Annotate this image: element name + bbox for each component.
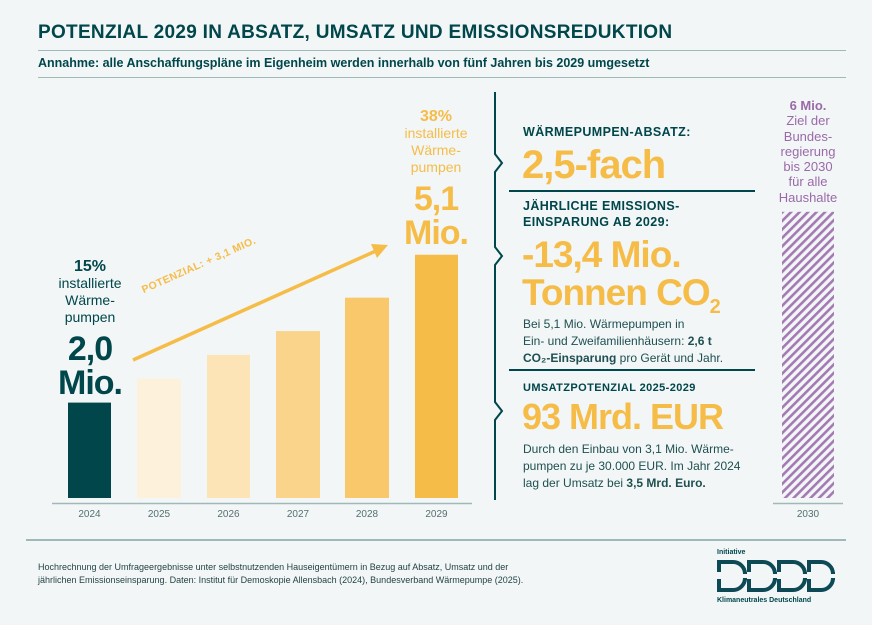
logo-bottom-text: Klimaneutrales Deutschland — [717, 597, 812, 604]
subtitle: Annahme: alle Anschaffungspläne im Eigen… — [38, 56, 650, 70]
body-line: Bei 5,1 Mio. Wärmepumpen in — [523, 317, 685, 331]
body-bold: 3,5 Mrd. Euro. — [626, 476, 706, 490]
x-tick-label: 2024 — [78, 509, 101, 520]
target-text: Haushalte — [778, 189, 838, 205]
bracket — [494, 92, 504, 500]
end-text: pumpen — [410, 159, 462, 175]
umsatz-value: 93 Mrd. EUR — [522, 396, 724, 437]
x-tick-label: 2025 — [147, 509, 171, 520]
end-text: Wärme- — [411, 142, 461, 158]
x-tick-label: 2030 — [796, 509, 820, 520]
end-unit: Mio. — [404, 214, 469, 252]
growth-arrow — [132, 244, 388, 362]
footer-divider — [26, 539, 846, 541]
arrow-head-icon — [371, 244, 388, 258]
emission-value-line: Tonnen CO — [522, 272, 711, 313]
x-tick-label: 2028 — [355, 509, 379, 520]
logo-mark-icon — [717, 560, 835, 592]
target-text: bis 2030 — [783, 159, 833, 175]
start-value: 2,0 — [67, 330, 113, 368]
title-divider — [38, 50, 846, 51]
divider — [509, 190, 755, 192]
body-line: lag der Umsatz bei — [523, 476, 627, 490]
bar-2025 — [137, 378, 181, 498]
footnote: Hochrechnung der Umfrageergebnisse unter… — [38, 561, 523, 587]
target-text: regierung — [780, 143, 836, 159]
body-bold: 2,6 t — [687, 334, 712, 348]
footnote-line: Hochrechnung der Umfrageergebnisse unter… — [38, 562, 509, 572]
end-text: installierte — [404, 125, 468, 141]
emission-value-line: -13,4 Mio. — [522, 234, 682, 275]
umsatz-heading: UMSATZPOTENZIAL 2025-2029 — [523, 382, 696, 394]
target-text: Ziel der — [786, 113, 830, 129]
target-text: Bundes- — [783, 128, 833, 144]
emission-heading: JÄHRLICHE EMISSIONS- EINSPARUNG AB 2029: — [523, 198, 680, 230]
start-text: installierte — [58, 275, 122, 291]
body-line: pro Gerät und Jahr. — [616, 351, 724, 365]
emission-heading-line: EINSPARUNG AB 2029: — [523, 215, 670, 229]
bar-2028 — [345, 297, 389, 498]
emission-value: -13,4 Mio. Tonnen CO2 — [522, 234, 721, 318]
x-tick-label: 2027 — [286, 509, 310, 520]
end-value: 5,1 — [413, 180, 459, 218]
bar-2030 — [782, 211, 834, 499]
target-annotation: 6 Mio. Ziel der Bundes- regierung bis 20… — [768, 98, 848, 205]
bar-2029 — [415, 254, 458, 498]
start-annotation: 15% installierte Wärme- pumpen 2,0 Mio. — [40, 258, 140, 400]
footnote-line: jährlichen Emissionseinsparung. Daten: I… — [38, 575, 524, 585]
start-text: pumpen — [64, 309, 116, 325]
start-unit: Mio. — [58, 364, 123, 402]
emission-heading-line: JÄHRLICHE EMISSIONS- — [523, 199, 680, 213]
absatz-value: 2,5-fach — [522, 143, 666, 187]
umsatz-body: Durch den Einbau von 3,1 Mio. Wärme- pum… — [523, 441, 740, 492]
body-line: pumpen zu je 30.000 EUR. Im Jahr 2024 — [523, 459, 741, 473]
logo: Initiative Klimaneutrales Deutschland — [717, 549, 842, 604]
bar-2027 — [276, 331, 320, 498]
target-text: für alle — [788, 174, 828, 190]
bar-2024 — [68, 402, 111, 498]
divider — [509, 369, 755, 371]
body-bold: CO₂-Einsparung — [523, 351, 617, 365]
x-tick-label: 2026 — [217, 509, 240, 520]
target-value: 6 Mio. — [789, 98, 827, 113]
body-line: Durch den Einbau von 3,1 Mio. Wärme- — [523, 442, 734, 456]
start-percent: 15% — [73, 258, 107, 275]
start-text: Wärme- — [65, 292, 115, 308]
logo-top-text: Initiative — [717, 549, 746, 556]
subtitle-divider — [38, 77, 846, 78]
bar-2026 — [207, 354, 250, 498]
emission-body: Bei 5,1 Mio. Wärmepumpen in Ein- und Zwe… — [523, 316, 723, 367]
absatz-heading: WÄRMEPUMPEN-ABSATZ: — [523, 125, 691, 139]
body-line: Ein- und Zweifamilienhäusern: — [523, 334, 688, 348]
x-tick-label: 2029 — [425, 509, 448, 520]
end-annotation: 38% installierte Wärme- pumpen 5,1 Mio. — [386, 108, 486, 250]
page-title: POTENZIAL 2029 IN ABSATZ, UMSATZ UND EMI… — [38, 22, 673, 43]
co2-subscript: 2 — [709, 296, 721, 318]
end-percent: 38% — [419, 108, 453, 125]
